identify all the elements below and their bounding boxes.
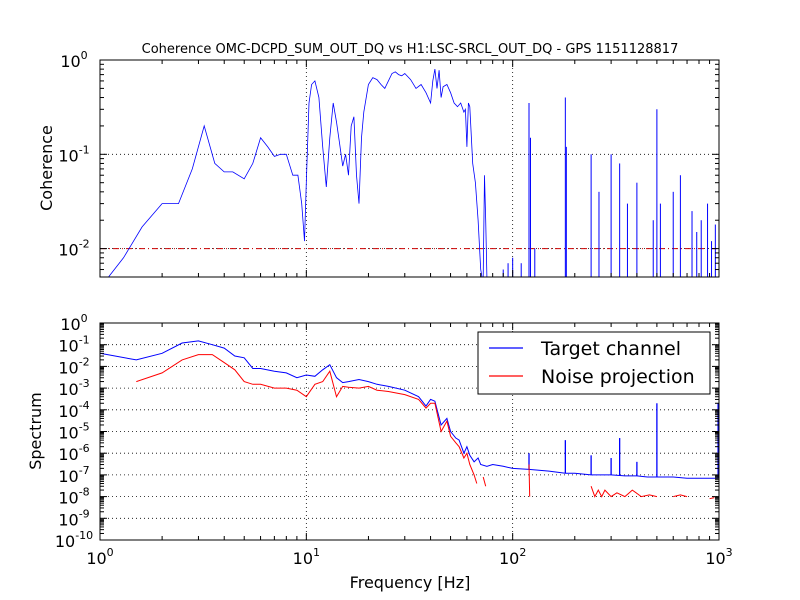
y-tick-label: 10-10 (55, 529, 93, 551)
y-tick-label: 10-5 (58, 421, 89, 443)
legend-label-target-channel: Target channel (540, 338, 681, 360)
chart-title: Coherence OMC-DCPD_SUM_OUT_DQ vs H1:LSC-… (142, 42, 679, 57)
frequency-x-axis-label: Frequency [Hz] (350, 573, 471, 592)
noise-projection-fragment (590, 486, 658, 498)
x-tick-label: 100 (86, 546, 113, 568)
coherence-series (100, 69, 719, 278)
coherence-plot: 10-2 10-1 100 Coherence (37, 49, 720, 278)
y-tick-label: 10-6 (58, 442, 89, 464)
legend-label-noise-projection: Noise projection (541, 366, 695, 388)
noise-projection-line (136, 354, 478, 484)
spectrum-series (99, 340, 719, 500)
x-tick-label: 102 (499, 546, 526, 568)
x-tick-label: 103 (705, 546, 732, 568)
coherence-y-axis-label: Coherence (37, 125, 56, 211)
legend: Target channel Noise projection (477, 331, 711, 395)
y-tick-label: 10-2 (58, 238, 89, 260)
legend-box (477, 331, 711, 395)
noise-projection-fragment (482, 476, 487, 487)
y-tick-label: 10-4 (58, 399, 89, 421)
spectrum-ticks: 10-1010-910-810-710-610-510-410-310-210-… (55, 312, 733, 568)
y-tick-label: 10-8 (58, 486, 89, 508)
x-tick-label: 101 (293, 546, 320, 568)
y-tick-label: 100 (60, 312, 87, 334)
y-tick-label: 100 (60, 49, 87, 71)
noise-projection-fragment (673, 494, 688, 498)
y-tick-label: 10-3 (58, 377, 89, 399)
y-tick-label: 10-2 (58, 355, 89, 377)
coherence-grid (100, 60, 719, 277)
coherence-y-ticks: 10-2 10-1 100 (58, 49, 719, 278)
noise-projection-fragment (528, 464, 531, 497)
y-tick-label: 10-9 (58, 507, 89, 529)
y-tick-label: 10-7 (58, 464, 89, 486)
coherence-line (108, 69, 488, 278)
y-tick-label: 10-1 (58, 143, 89, 165)
noise-projection-fragment (709, 497, 715, 500)
spectrum-y-axis-label: Spectrum (26, 392, 45, 470)
spectrum-plot: 10-1010-910-810-710-610-510-410-310-210-… (26, 312, 733, 592)
y-tick-label: 10-1 (58, 334, 89, 356)
